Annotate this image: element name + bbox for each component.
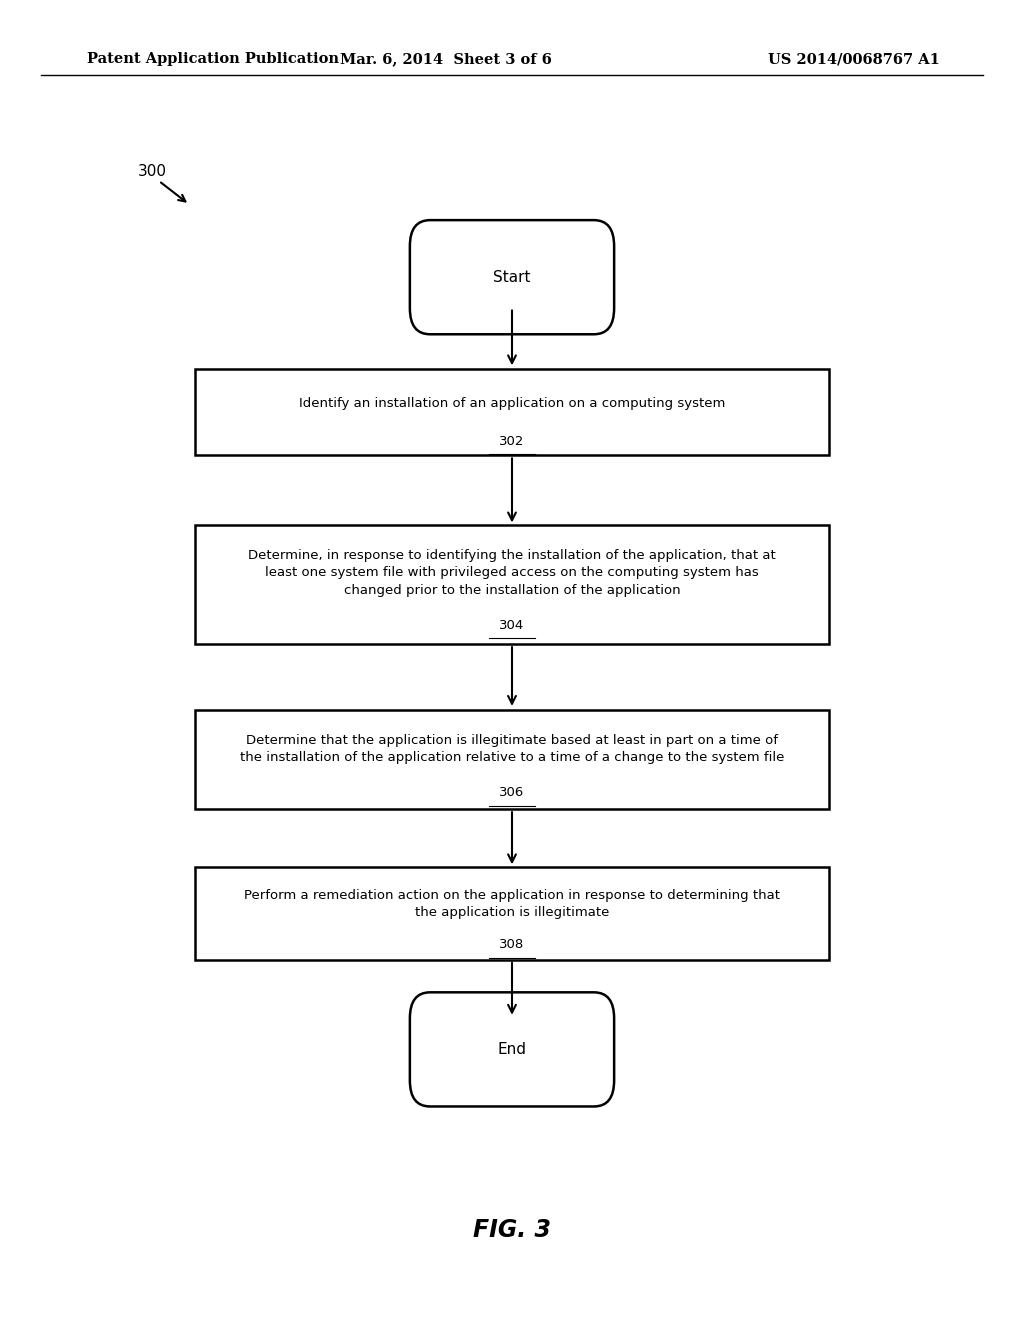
- Bar: [195, 710, 829, 808]
- Text: 308: 308: [500, 939, 524, 952]
- Text: 306: 306: [500, 787, 524, 799]
- Text: Patent Application Publication: Patent Application Publication: [87, 53, 339, 66]
- Text: Mar. 6, 2014  Sheet 3 of 6: Mar. 6, 2014 Sheet 3 of 6: [340, 53, 551, 66]
- Text: Identify an installation of an application on a computing system: Identify an installation of an applicati…: [299, 397, 725, 409]
- FancyBboxPatch shape: [410, 220, 614, 334]
- Text: End: End: [498, 1041, 526, 1057]
- Bar: [195, 525, 829, 644]
- Text: Determine, in response to identifying the installation of the application, that : Determine, in response to identifying th…: [248, 549, 776, 597]
- Text: 302: 302: [500, 434, 524, 447]
- Bar: [195, 867, 829, 960]
- Bar: [195, 370, 829, 454]
- Text: 304: 304: [500, 619, 524, 632]
- FancyBboxPatch shape: [410, 993, 614, 1106]
- Text: Start: Start: [494, 269, 530, 285]
- Text: US 2014/0068767 A1: US 2014/0068767 A1: [768, 53, 940, 66]
- Text: FIG. 3: FIG. 3: [473, 1218, 551, 1242]
- Text: 300: 300: [138, 164, 167, 180]
- Text: Perform a remediation action on the application in response to determining that
: Perform a remediation action on the appl…: [244, 888, 780, 920]
- Text: Determine that the application is illegitimate based at least in part on a time : Determine that the application is illegi…: [240, 734, 784, 764]
